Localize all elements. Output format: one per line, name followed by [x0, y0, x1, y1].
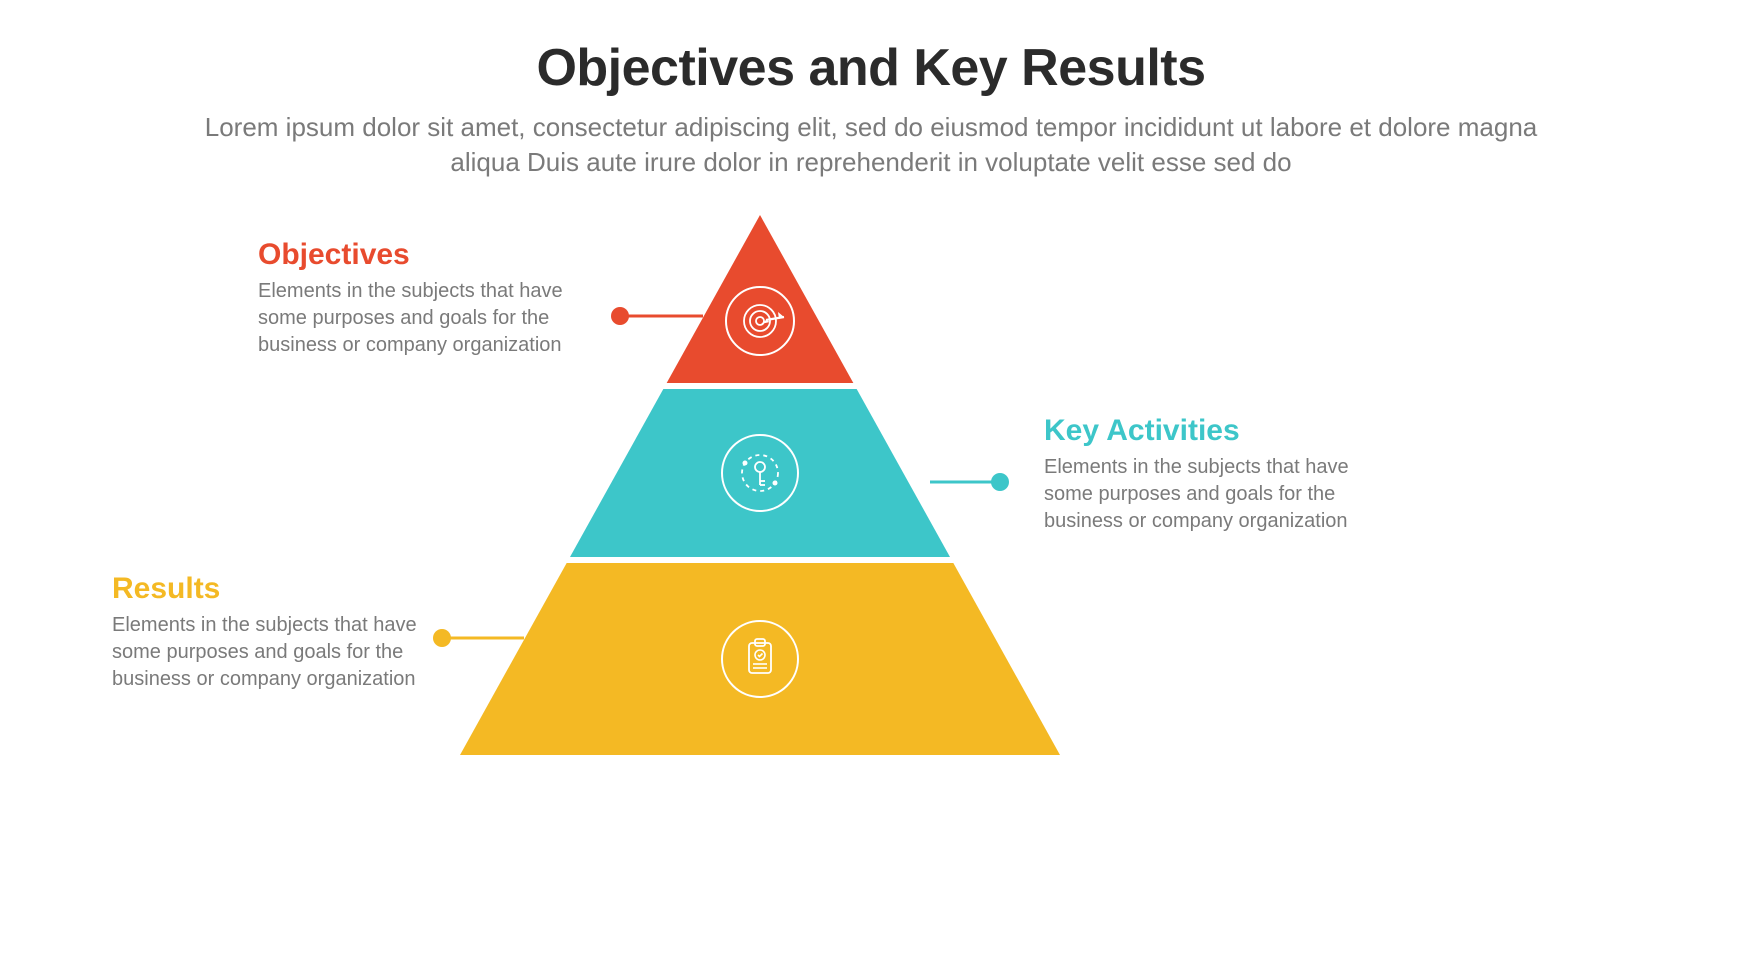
callout-objectives: Objectives Elements in the subjects that …	[258, 238, 598, 359]
callout-desc-key_activities: Elements in the subjects that have some …	[1044, 454, 1384, 535]
callout-desc-results: Elements in the subjects that have some …	[112, 612, 452, 693]
callout-results: Results Elements in the subjects that hav…	[112, 572, 452, 693]
callout-title-key_activities: Key Activities	[1044, 414, 1384, 448]
pyramid-level-objectives	[667, 215, 854, 383]
callout-title-objectives: Objectives	[258, 238, 598, 272]
connector-dot-key_activities	[991, 473, 1009, 491]
page-title: Objectives and Key Results	[0, 38, 1742, 98]
connector-dot-objectives	[611, 307, 629, 325]
callout-key_activities: Key Activities Elements in the subjects t…	[1044, 414, 1384, 535]
callout-title-results: Results	[112, 572, 452, 606]
header: Objectives and Key Results Lorem ipsum d…	[0, 0, 1742, 180]
callout-desc-objectives: Elements in the subjects that have some …	[258, 278, 598, 359]
page-subtitle: Lorem ipsum dolor sit amet, consectetur …	[171, 110, 1571, 180]
pyramid-canvas: Objectives Elements in the subjects that …	[0, 180, 1742, 940]
pyramid-level-results	[460, 563, 1060, 755]
